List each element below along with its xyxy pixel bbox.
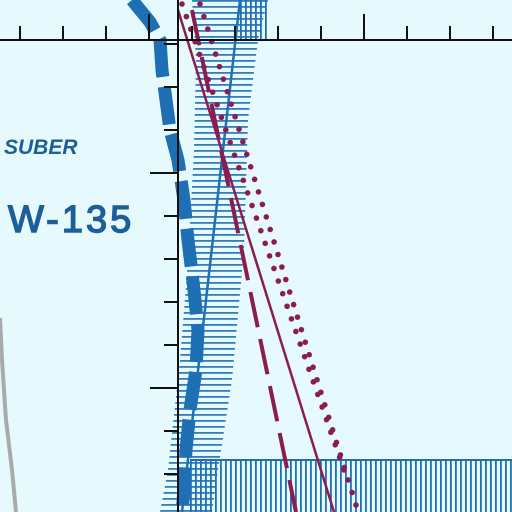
route-dot bbox=[293, 328, 299, 335]
route-dot bbox=[314, 376, 320, 383]
grid-ticks bbox=[19, 14, 494, 475]
route-dot bbox=[263, 214, 270, 220]
route-dot bbox=[284, 303, 290, 310]
route-dot bbox=[240, 177, 247, 184]
route-dot bbox=[275, 251, 281, 258]
route-line bbox=[176, 9, 336, 512]
route-dot bbox=[201, 64, 207, 70]
route-dot bbox=[333, 439, 340, 446]
route-dashed-line bbox=[190, 9, 298, 512]
route-dot bbox=[212, 51, 219, 57]
route-dot bbox=[216, 63, 223, 70]
route-dot bbox=[244, 190, 251, 196]
route-dot bbox=[222, 127, 229, 133]
route-dot bbox=[232, 113, 238, 120]
route-dot bbox=[259, 201, 266, 208]
route-dot bbox=[306, 351, 313, 358]
route-dot bbox=[196, 51, 203, 58]
route-dot bbox=[341, 464, 348, 471]
route-dot bbox=[244, 151, 250, 158]
route-dot bbox=[179, 1, 185, 7]
airspace-boundary-hatch bbox=[190, 460, 512, 512]
airspace-label-w135: W-135 bbox=[7, 198, 135, 241]
route-dot bbox=[290, 301, 297, 308]
route-dot bbox=[236, 126, 242, 133]
route-dot bbox=[224, 88, 231, 95]
airspace-boundary-line bbox=[126, 0, 205, 512]
waypoint-label-suber: SUBER bbox=[4, 136, 78, 159]
route-dot bbox=[220, 76, 227, 82]
route-dot bbox=[267, 226, 274, 233]
road-line bbox=[0, 317, 18, 512]
route-dot bbox=[294, 314, 301, 320]
route-dot bbox=[205, 26, 211, 32]
airspace-corridor-hatch bbox=[160, 0, 268, 512]
airspace-thin-line bbox=[180, 0, 242, 512]
route-dot bbox=[279, 290, 286, 297]
route-dot bbox=[231, 152, 238, 158]
route-dot bbox=[297, 341, 304, 347]
route-dot bbox=[247, 164, 254, 170]
route-dot bbox=[266, 253, 273, 259]
route-dot bbox=[288, 316, 295, 322]
route-dot bbox=[286, 289, 293, 295]
route-dot bbox=[325, 414, 332, 421]
route-dot bbox=[349, 489, 355, 496]
route-dot bbox=[329, 427, 336, 433]
route-dot bbox=[209, 89, 216, 95]
route-dot bbox=[214, 101, 220, 108]
route-dot bbox=[275, 278, 282, 284]
route-dot bbox=[251, 176, 258, 183]
route-dotted-boundary bbox=[179, 1, 359, 508]
route-dot bbox=[298, 326, 305, 333]
route-dot bbox=[253, 215, 260, 221]
route-dot bbox=[271, 239, 277, 245]
route-dot bbox=[218, 114, 225, 121]
route-dot bbox=[262, 240, 268, 247]
route-dot bbox=[249, 202, 255, 209]
route-dot bbox=[228, 101, 234, 107]
route-dot bbox=[201, 13, 207, 20]
route-dot bbox=[205, 76, 212, 83]
route-dot bbox=[227, 139, 233, 146]
route-dot bbox=[183, 13, 190, 20]
route-dot bbox=[271, 265, 277, 272]
route-dot bbox=[279, 264, 285, 270]
route-dot bbox=[301, 353, 308, 360]
route-dot bbox=[197, 1, 203, 7]
route-dot bbox=[236, 164, 242, 171]
route-dot bbox=[240, 138, 246, 145]
route-dot bbox=[337, 452, 344, 458]
route-dot bbox=[310, 364, 316, 371]
route-dot bbox=[318, 389, 324, 396]
route-dot bbox=[345, 477, 352, 483]
route-dot bbox=[255, 189, 262, 195]
route-dot bbox=[302, 339, 309, 345]
route-dot bbox=[258, 227, 264, 234]
route-dot bbox=[353, 502, 359, 508]
route-dot bbox=[322, 402, 328, 408]
route-dot bbox=[283, 276, 289, 283]
